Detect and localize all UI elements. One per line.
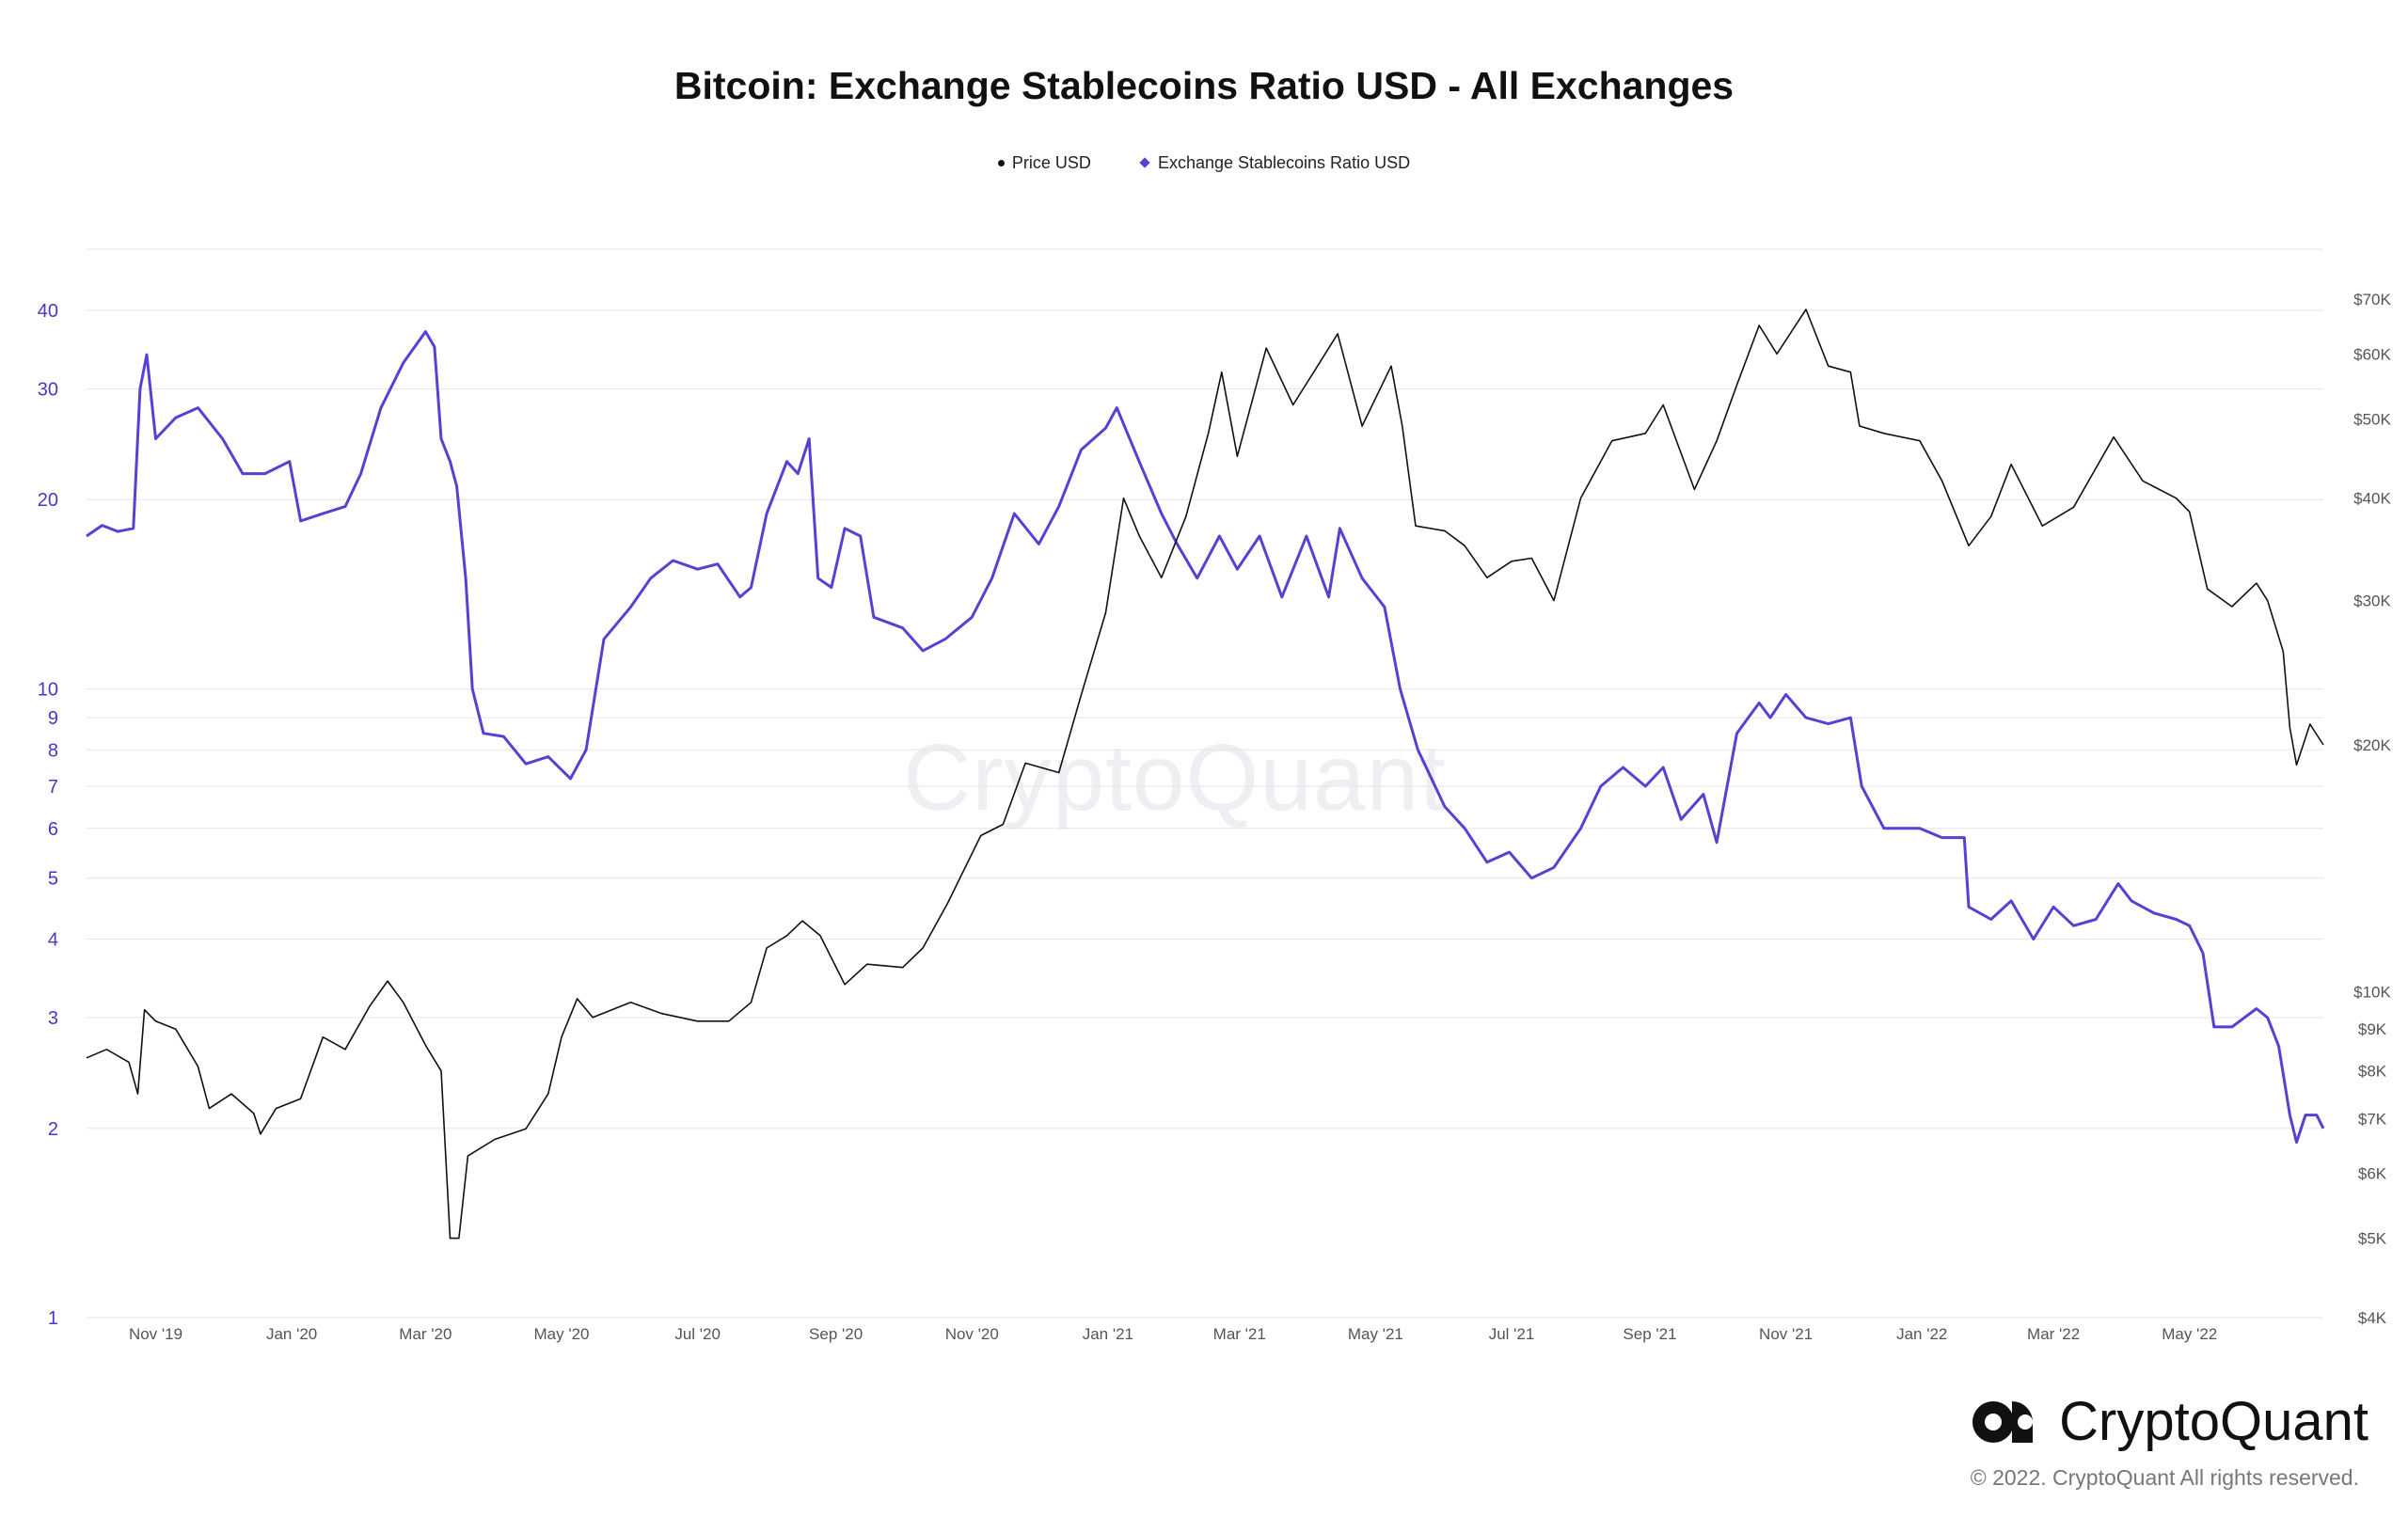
x-tick-label: Jul '21 <box>1489 1325 1535 1343</box>
cryptoquant-logo-icon <box>1971 1396 2046 1448</box>
left-tick-label: 5 <box>48 869 58 890</box>
right-tick-label: $7K <box>2358 1110 2387 1128</box>
chart-legend: Price USD Exchange Stablecoins Ratio USD <box>0 153 2408 173</box>
right-tick-label: $10K <box>2353 983 2391 1001</box>
brand-name: CryptoQuant <box>2059 1391 2368 1452</box>
x-tick-label: Mar '20 <box>399 1325 452 1343</box>
left-axis: 40 30 20 10 9 8 7 6 5 4 3 2 1 <box>38 301 58 1329</box>
x-tick-label: Jan '21 <box>1083 1325 1133 1343</box>
left-tick-label: 30 <box>38 380 58 401</box>
series-layer <box>86 308 2325 1240</box>
x-tick-label: Jul '20 <box>674 1325 721 1343</box>
x-tick-label: Sep '21 <box>1623 1325 1676 1343</box>
x-tick-label: Nov '21 <box>1759 1325 1813 1343</box>
right-tick-label: $9K <box>2358 1020 2387 1038</box>
x-tick-label: May '21 <box>1348 1325 1403 1343</box>
copyright: © 2022. CryptoQuant All rights reserved. <box>1970 1465 2359 1490</box>
series-line-stablecoins-ratio <box>86 330 2325 1145</box>
right-tick-label: $30K <box>2353 593 2391 610</box>
x-tick-label: Mar '21 <box>1213 1325 1266 1343</box>
left-tick-label: 6 <box>48 819 58 840</box>
x-axis: Nov '19 Jan '20 Mar '20 May '20 Jul '20 Sep '… <box>129 1325 2217 1343</box>
left-tick-label: 2 <box>48 1119 58 1140</box>
right-axis: $70K $60K $50K $40K $30K $20K $10K $9K $8K $7K $6K… <box>2353 291 2391 1327</box>
legend-item-ratio[interactable]: Exchange Stablecoins Ratio USD <box>1139 153 1411 173</box>
x-tick-label: Nov '20 <box>945 1325 999 1343</box>
left-tick-label: 10 <box>38 679 58 700</box>
x-tick-label: May '20 <box>533 1325 589 1343</box>
x-tick-label: Sep '20 <box>809 1325 863 1343</box>
right-tick-label: $40K <box>2353 490 2391 508</box>
left-tick-label: 20 <box>38 490 58 511</box>
right-tick-label: $6K <box>2358 1165 2387 1183</box>
left-tick-label: 9 <box>48 708 58 729</box>
chart-gridlines <box>87 248 2323 1319</box>
x-tick-label: Jan '22 <box>1896 1325 1947 1343</box>
series-line-price <box>86 308 2324 1240</box>
left-tick-label: 4 <box>48 930 58 951</box>
right-tick-label: $20K <box>2353 736 2391 754</box>
left-tick-label: 3 <box>48 1008 58 1029</box>
legend-item-price[interactable]: Price USD <box>997 153 1091 173</box>
legend-label-ratio: Exchange Stablecoins Ratio USD <box>1157 153 1411 172</box>
right-tick-label: $4K <box>2358 1309 2387 1327</box>
right-tick-label: $5K <box>2358 1230 2387 1248</box>
x-tick-label: May '22 <box>2162 1325 2217 1343</box>
left-tick-label: 8 <box>48 740 58 761</box>
legend-dot-icon <box>997 160 1005 166</box>
right-tick-label: $8K <box>2358 1063 2387 1081</box>
x-tick-label: Jan '20 <box>266 1325 317 1343</box>
chart-title: Bitcoin: Exchange Stablecoins Ratio USD … <box>673 64 1735 107</box>
left-tick-label: 40 <box>38 301 58 322</box>
left-tick-label: 7 <box>48 777 58 798</box>
right-tick-label: $50K <box>2353 410 2391 428</box>
x-tick-label: Mar '22 <box>2027 1325 2080 1343</box>
right-tick-label: $60K <box>2353 345 2391 363</box>
x-tick-label: Nov '19 <box>129 1325 182 1343</box>
brand-footer: CryptoQuant <box>1971 1390 2368 1453</box>
watermark: CryptoQuant <box>903 725 1447 830</box>
right-tick-label: $70K <box>2353 291 2391 308</box>
left-tick-label: 1 <box>48 1308 58 1329</box>
legend-label-price: Price USD <box>1011 153 1091 172</box>
